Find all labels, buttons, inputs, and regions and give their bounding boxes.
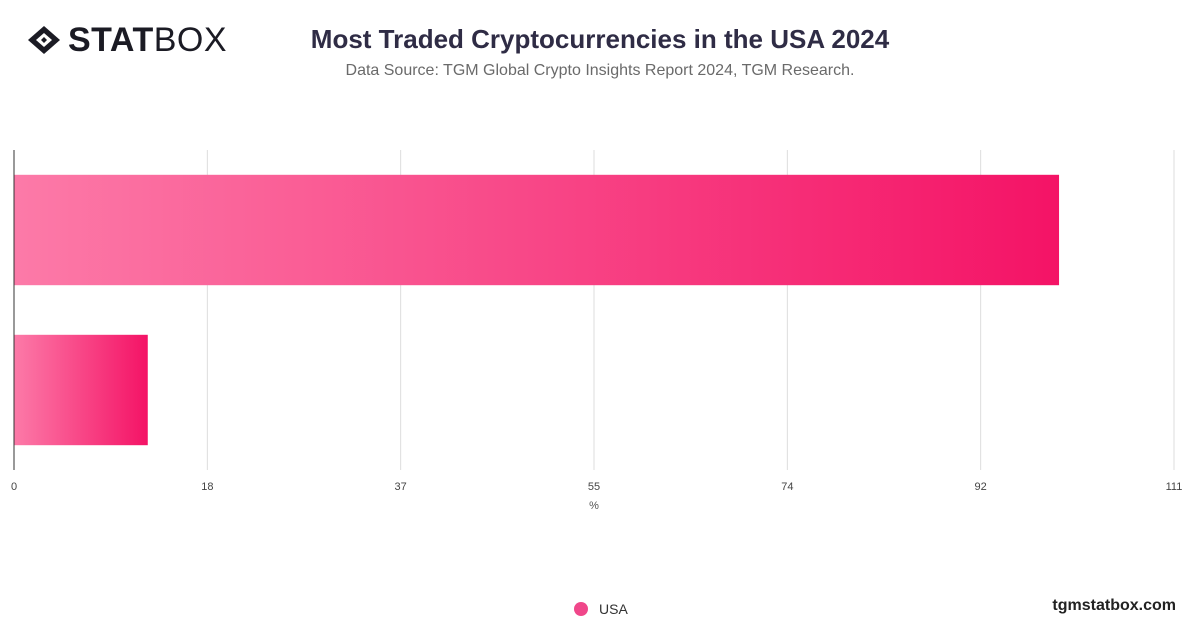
brand-logo: STATBOX [26,22,227,58]
bar-2[interactable] [14,334,148,446]
x-axis-label: % [589,500,599,512]
diamond-logo-icon [28,26,60,54]
x-tick-label: 37 [395,481,407,493]
bar-1[interactable] [14,174,1060,286]
brand-name: STATBOX [68,22,227,58]
legend-label-usa: USA [599,601,628,617]
x-tick-label: 55 [588,481,600,493]
legend: USA [574,601,628,617]
x-tick-label: 111 [1166,481,1183,493]
brand-name-light: BOX [153,21,228,59]
x-tick-label: 18 [201,481,213,493]
chart-subtitle: Data Source: TGM Global Crypto Insights … [345,62,855,79]
source-watermark: tgmstatbox.com [1052,597,1176,614]
legend-marker-usa [574,602,588,616]
x-tick-label: 92 [975,481,987,493]
x-tick-label: 0 [11,481,17,493]
x-tick-label: 74 [781,481,793,493]
brand-name-bold: STAT [68,21,154,59]
chart-title: Most Traded Cryptocurrencies in the USA … [310,24,890,54]
